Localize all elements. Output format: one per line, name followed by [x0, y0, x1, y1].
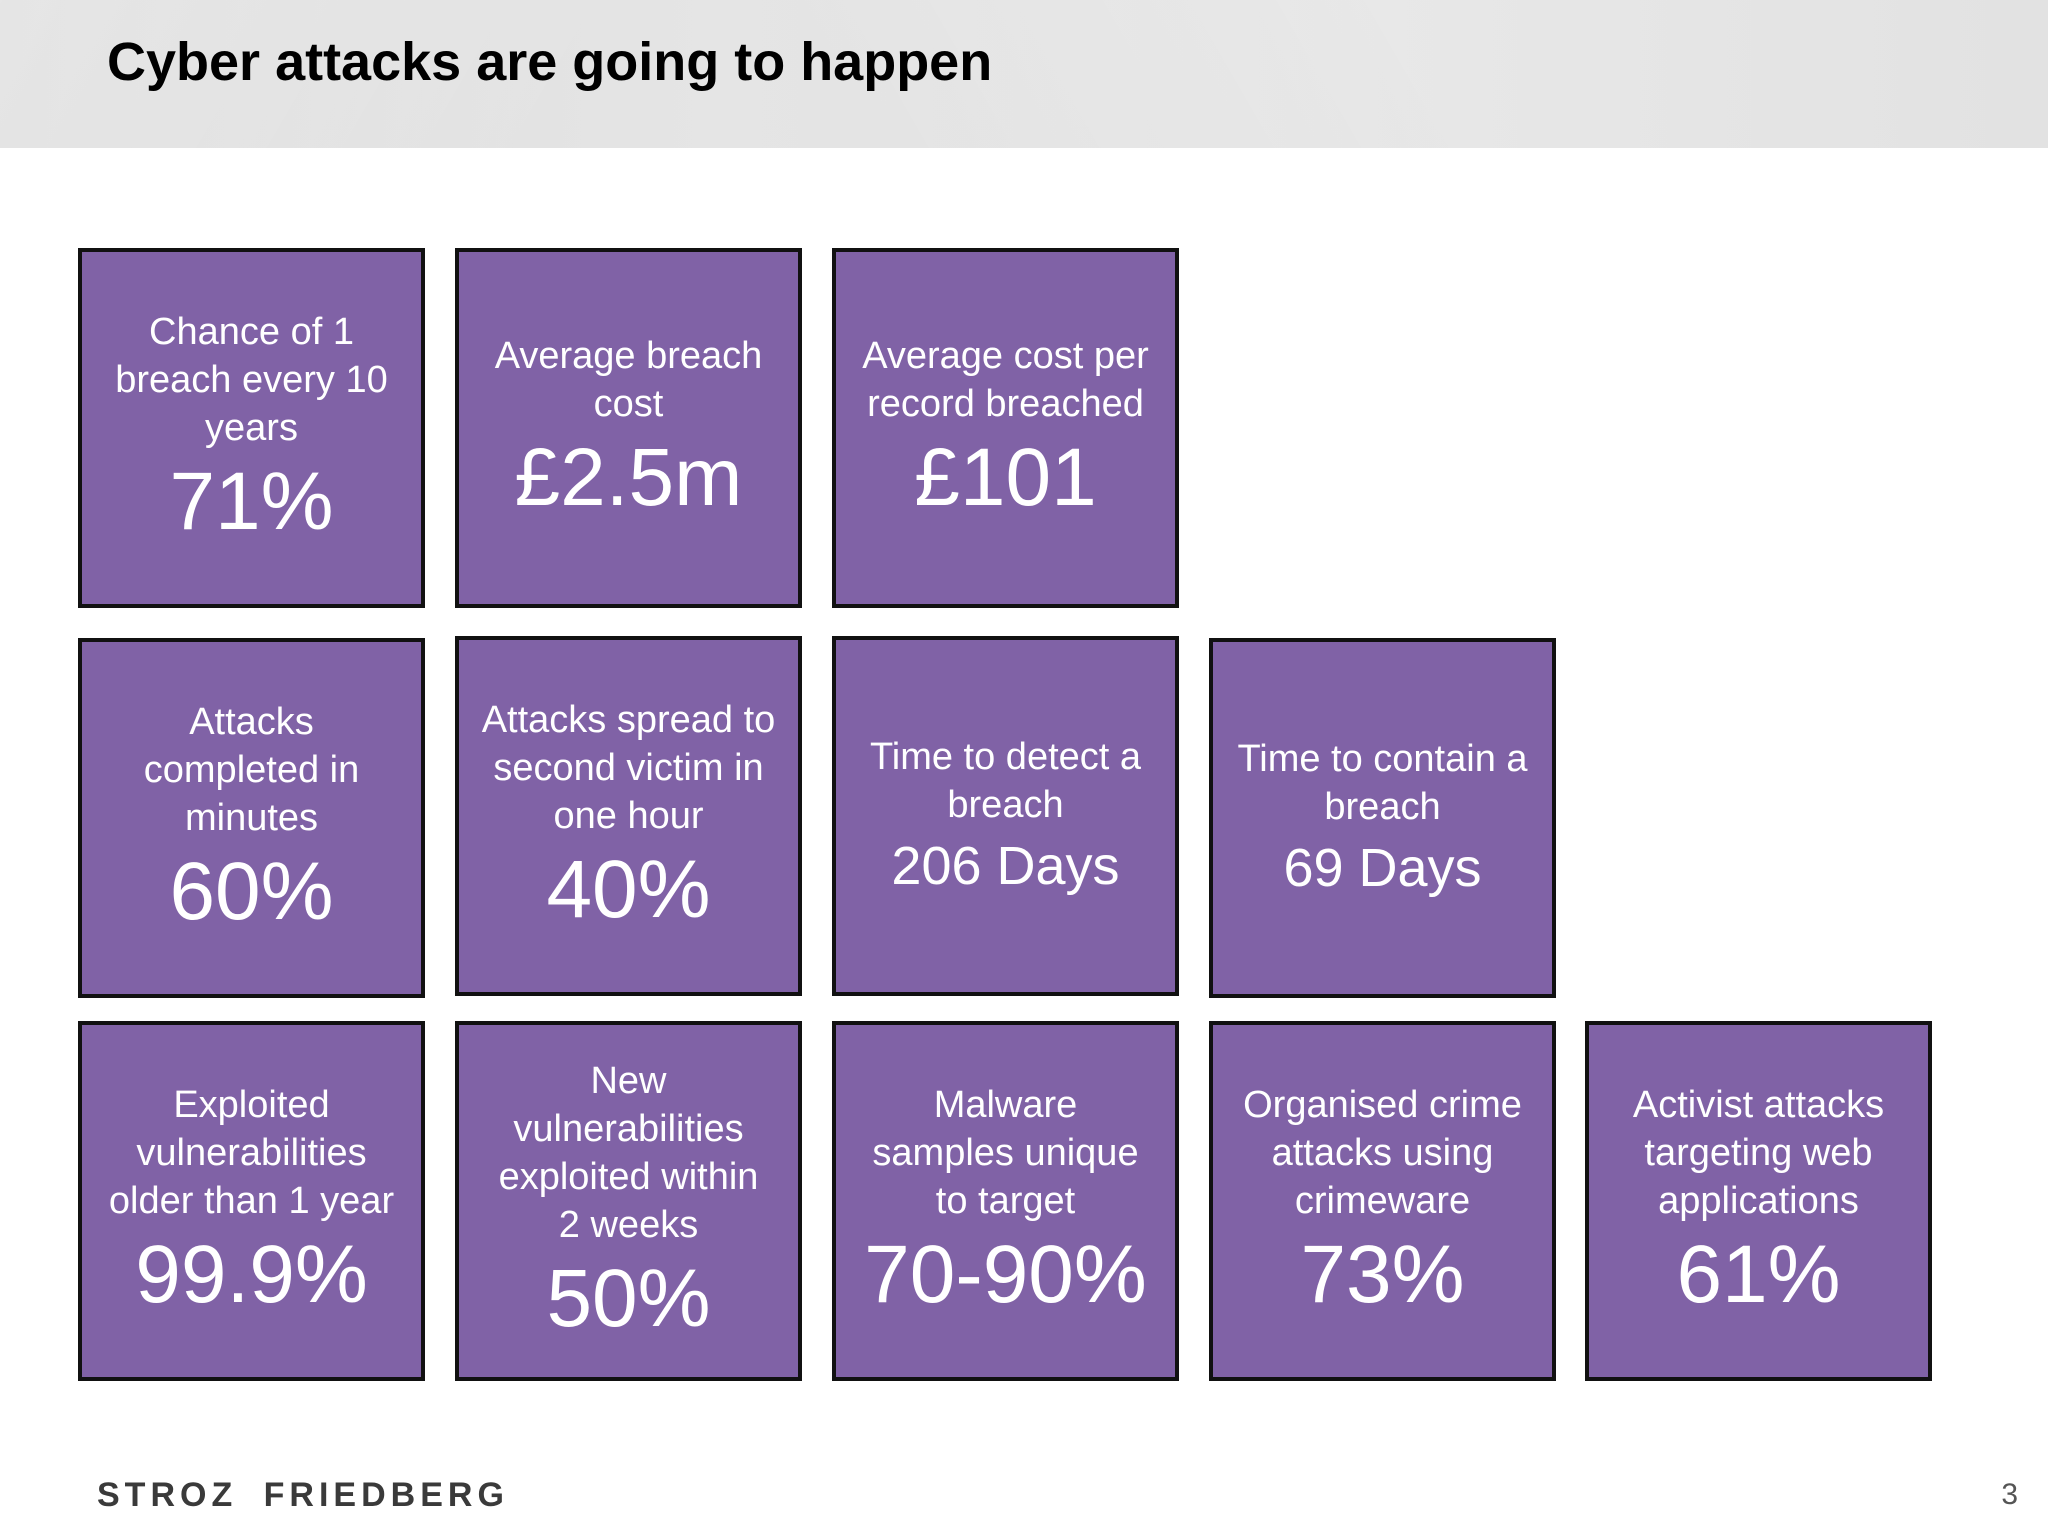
stat-value: 61% [1676, 1229, 1841, 1320]
slide-title: Cyber attacks are going to happen [107, 32, 993, 92]
stat-tile-organised-crime: Organised crime attacks using crimeware … [1209, 1021, 1556, 1381]
stat-value: 40% [546, 844, 711, 935]
stat-label: Time to contain a breach [1237, 738, 1528, 828]
stat-value: 73% [1300, 1229, 1465, 1320]
stat-tile-breach-chance: Chance of 1 breach every 10 years 71% [78, 248, 425, 608]
stat-tile-activist-attacks: Activist attacks targeting web applicati… [1585, 1021, 1932, 1381]
stat-label: Organised crime attacks using crimeware [1243, 1084, 1522, 1222]
stat-tile-time-to-detect: Time to detect a breach 206 Days [832, 636, 1179, 996]
stat-label: Average cost per record breached [862, 335, 1149, 425]
stat-label: Chance of 1 breach every 10 years [115, 311, 388, 449]
stat-tile-attacks-minutes: Attacks completed in minutes 60% [78, 638, 425, 998]
stat-tile-attacks-spread: Attacks spread to second victim in one h… [455, 636, 802, 996]
stat-value: 60% [169, 846, 334, 937]
stat-tile-time-to-contain: Time to contain a breach 69 Days [1209, 638, 1556, 998]
stat-value: £101 [914, 432, 1097, 523]
stat-label: Exploited vulnerabilities older than 1 y… [108, 1084, 395, 1222]
stat-label: Time to detect a breach [869, 736, 1142, 826]
stat-value: £2.5m [514, 432, 743, 523]
stat-value: 99.9% [135, 1229, 368, 1320]
stat-label: Average breach cost [494, 335, 763, 425]
stat-label: Malware samples unique to target [872, 1084, 1139, 1222]
page-number: 3 [2001, 1478, 2018, 1511]
stat-tile-breach-cost: Average breach cost £2.5m [455, 248, 802, 608]
stat-value: 206 Days [891, 836, 1120, 896]
stat-label: Activist attacks targeting web applicati… [1632, 1084, 1885, 1222]
header-band [0, 0, 2048, 148]
stat-tile-malware-unique: Malware samples unique to target 70-90% [832, 1021, 1179, 1381]
stat-label: Attacks completed in minutes [143, 701, 360, 839]
stat-value: 50% [546, 1253, 711, 1344]
stat-value: 71% [169, 456, 334, 547]
stat-value: 69 Days [1283, 838, 1482, 898]
stat-label: Attacks spread to second victim in one h… [481, 699, 776, 837]
stat-value: 70-90% [864, 1229, 1147, 1320]
company-logo: STROZ FRIEDBERG [97, 1476, 509, 1514]
stat-label: New vulnerabilities exploited within 2 w… [498, 1060, 759, 1246]
stat-tile-new-vulns: New vulnerabilities exploited within 2 w… [455, 1021, 802, 1381]
stat-tile-cost-per-record: Average cost per record breached £101 [832, 248, 1179, 608]
stat-tile-exploited-vulns: Exploited vulnerabilities older than 1 y… [78, 1021, 425, 1381]
